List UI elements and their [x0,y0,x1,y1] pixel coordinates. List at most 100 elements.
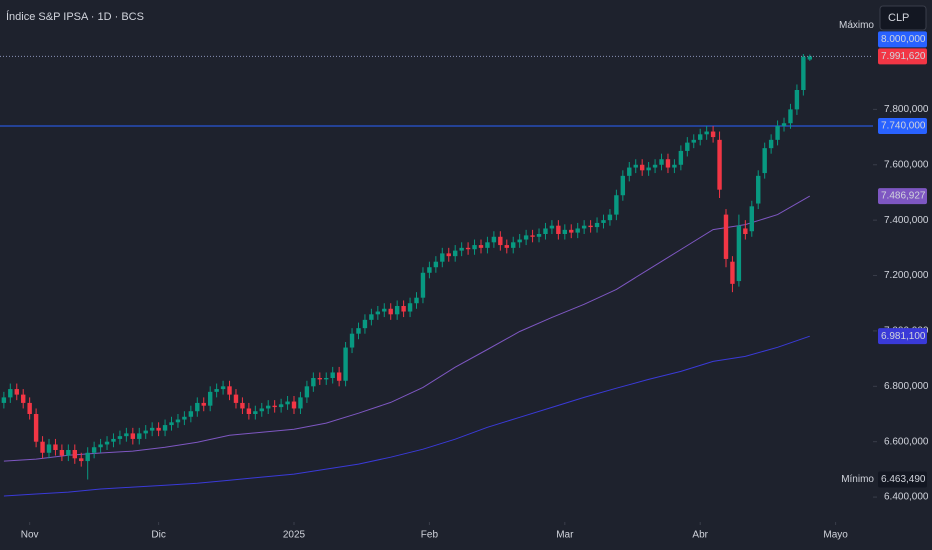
candle-body [465,247,471,250]
price-tag-label: 7.486,927 [881,191,926,202]
candle-body [594,222,600,228]
candle-body [330,372,335,378]
candle-body [124,433,129,437]
candle-body [79,458,84,462]
candle-body [491,236,497,243]
price-tag [878,328,927,345]
candle-body [46,444,52,453]
price-tag-label: 7.991,620 [881,51,926,62]
candle-body [240,402,245,409]
candle-body [143,430,148,434]
candle-body [781,123,787,126]
candle-body [175,419,181,423]
candle-body [440,253,445,262]
candle-body [801,56,806,90]
candle-body [272,405,277,408]
candle-body [420,272,426,298]
candle-body [188,411,194,417]
candle-body [452,250,458,257]
candle-body [388,308,393,315]
candle-body [156,427,161,431]
extreme-label: Máximo [839,20,874,31]
candle-body [414,297,419,304]
currency-button[interactable] [879,5,927,31]
candle-body [678,150,684,165]
candle-body [543,228,548,234]
candle-body [794,90,800,110]
candle-body [633,164,638,168]
currency-label[interactable]: CLP [888,12,909,24]
candle-body [627,167,632,176]
chart-title: Índice S&P IPSA · 1D · BCS [6,10,144,23]
price-tag [878,471,927,488]
candle-body [446,253,451,257]
x-tick-label: Abr [692,530,708,541]
candle-body [775,126,780,140]
candle-body [33,414,39,442]
candle-body [66,450,71,456]
candle-body [311,378,316,387]
y-tick-label: 7.200,000 [884,270,929,281]
candle-body [169,422,174,426]
candle-body [710,131,716,138]
candle-body [498,236,503,246]
plot-area [0,54,873,497]
candle-body [433,261,439,268]
candle-body [730,261,735,284]
candle-body [91,447,97,453]
candle-body [85,452,90,462]
candle-body [646,167,651,171]
candle-body [691,139,696,143]
candle-body [207,391,213,406]
candle-body [762,148,767,174]
candle-body [220,386,226,390]
candle-body [536,234,542,237]
candle-body [72,450,77,459]
candle-body [214,389,219,392]
candle-body [336,372,342,381]
y-tick-label: 7.400,000 [884,215,929,226]
moving-average [3,335,810,497]
candle-body [394,306,400,315]
candle-body [659,159,664,165]
price-tag [878,188,927,205]
candle-body [704,131,709,135]
candle-body [162,425,168,431]
candle-body [40,441,45,453]
candle-body [111,438,116,442]
candle-body [685,142,690,151]
candle-body [53,444,58,450]
candle-body [672,164,677,168]
candle-body [530,235,535,237]
candle-body [285,401,290,405]
candle-body [407,303,413,312]
candle-body [195,402,200,412]
x-tick-label: Feb [421,530,439,541]
candle-body [246,408,252,414]
candle-body [601,220,606,223]
price-tag [878,118,927,134]
candle-body [298,397,303,409]
candle-body [362,319,368,329]
candle-body [401,306,406,312]
price-tag [878,31,927,48]
candle-body [27,402,32,414]
candle-body [749,206,754,232]
candle-body [639,164,645,171]
candle-body [259,408,264,412]
candle-body [304,386,310,398]
candle-body [137,433,142,439]
candle-body [291,401,297,409]
candle-body [768,139,774,149]
candle-body [130,433,136,439]
candle-body [349,333,355,348]
candle-body [788,109,793,124]
candle-body [511,242,516,248]
candle-body [149,427,155,431]
extreme-label: Mínimo [841,474,874,485]
candle-body [21,394,26,403]
candle-body [253,411,258,414]
y-tick-label: 6.800,000 [884,381,929,392]
candle-body [278,404,284,408]
candle-body [549,225,555,229]
